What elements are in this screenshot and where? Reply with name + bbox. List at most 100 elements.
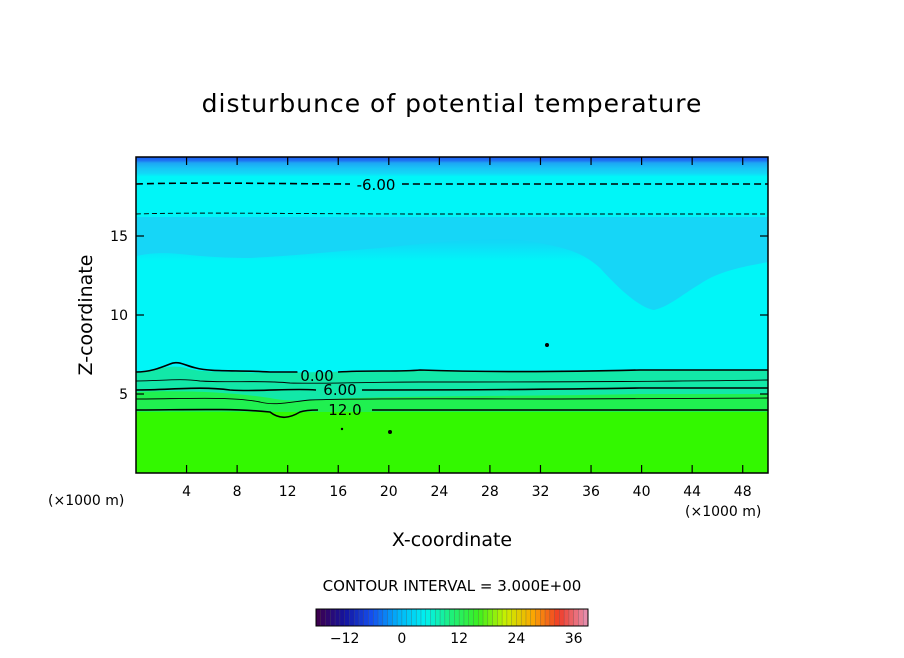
y-tick-label: 15	[110, 229, 128, 245]
colorbar-tick-label: 24	[508, 631, 526, 647]
colorbar-swatch	[459, 609, 465, 626]
contour-label-6: 6.00	[323, 381, 356, 399]
plot-area	[136, 157, 768, 473]
colorbar-swatch	[358, 609, 365, 626]
colorbar-swatch	[406, 609, 412, 626]
colorbar-tick-label: 12	[450, 631, 468, 647]
colorbar-swatch	[530, 609, 536, 626]
field-band-upper	[136, 157, 768, 217]
colorbar-swatch	[525, 609, 532, 626]
contour-label-12: 12.0	[328, 401, 361, 419]
colorbar	[316, 609, 589, 626]
colorbar-swatch	[573, 609, 579, 626]
colorbar-swatch	[483, 609, 489, 626]
colorbar-swatch	[420, 609, 427, 626]
colorbar-swatch	[401, 609, 408, 626]
x-tick-label: 28	[481, 484, 499, 500]
colorbar-swatch	[463, 609, 470, 626]
colorbar-swatch	[444, 609, 451, 626]
colorbar-tick-label: −12	[330, 631, 360, 647]
colorbar-swatch	[382, 609, 388, 626]
colorbar-swatch	[320, 609, 326, 626]
colorbar-swatch	[349, 609, 355, 626]
contour-12	[136, 408, 768, 419]
contour-9	[136, 397, 768, 405]
colorbar-swatch	[392, 609, 398, 626]
colorbar-swatch	[325, 609, 331, 626]
field-speck	[545, 343, 549, 347]
contour-label-minus6: -6.00	[357, 176, 396, 194]
contour-0	[136, 361, 768, 373]
y-tick-label: 5	[119, 387, 128, 403]
colorbar-swatch	[578, 609, 584, 626]
x-tick-label: 20	[380, 484, 398, 500]
colorbar-swatch	[516, 609, 522, 626]
x-tick-label: 40	[633, 484, 651, 500]
colorbar-swatch	[545, 609, 551, 626]
colorbar-swatch	[373, 609, 379, 626]
colorbar-swatch	[344, 609, 350, 626]
colorbar-swatch	[440, 609, 446, 626]
colorbar-swatch	[354, 609, 360, 626]
x-axis-label: X-coordinate	[392, 529, 512, 551]
colorbar-swatch	[330, 609, 336, 626]
contour-interval-note: CONTOUR INTERVAL = 3.000E+00	[323, 577, 582, 595]
colorbar-swatch	[521, 609, 527, 626]
colorbar-swatch	[425, 609, 431, 626]
colorbar-swatch	[506, 609, 513, 626]
colorbar-swatch	[583, 609, 589, 626]
colorbar-swatch	[363, 609, 369, 626]
field-band-transition-green	[136, 391, 768, 412]
colorbar-swatch	[478, 609, 484, 626]
colorbar-swatch	[316, 609, 322, 626]
x-unit-label: (×1000 m)	[685, 504, 761, 520]
colorbar-swatch	[411, 609, 417, 626]
contour-3	[136, 379, 768, 384]
y-tick-label: 10	[110, 308, 128, 324]
colorbar-swatch	[559, 609, 565, 626]
contour-minus6	[136, 182, 768, 185]
y-axis-label: Z-coordinate	[75, 255, 97, 376]
colorbar-swatch	[378, 609, 384, 626]
x-tick-label: 36	[582, 484, 600, 500]
chart-title: disturbunce of potential temperature	[202, 89, 703, 118]
field-band-lower	[136, 410, 768, 473]
colorbar-swatch	[511, 609, 517, 626]
colorbar-swatch	[473, 609, 479, 626]
contour-label-0: 0.00	[300, 367, 333, 385]
y-unit-label: (×1000 m)	[48, 493, 124, 509]
colorbar-swatch	[335, 609, 341, 626]
colorbar-frame	[315, 608, 589, 627]
colorbar-swatch	[339, 609, 346, 626]
contour-lines	[136, 182, 768, 419]
colorbar-tick-label: 0	[397, 631, 406, 647]
colorbar-swatch	[468, 609, 474, 626]
x-axis-ticks: 4 8 12 16 20 24 28 32 36 40 44 48	[182, 157, 752, 500]
x-tick-label: 4	[182, 484, 191, 500]
colorbar-swatch	[497, 609, 503, 626]
colorbar-swatch	[568, 609, 575, 626]
colorbar-swatch	[430, 609, 436, 626]
colorbar-swatch	[535, 609, 541, 626]
colorbar-swatch	[387, 609, 393, 626]
colorbar-swatch	[449, 609, 455, 626]
colorbar-swatch	[435, 609, 441, 626]
x-tick-label: 24	[430, 484, 448, 500]
colorbar-swatch	[564, 609, 570, 626]
colorbar-swatch	[454, 609, 460, 626]
y-axis-ticks: 5 10 15	[110, 229, 768, 403]
x-tick-label: 32	[532, 484, 550, 500]
x-tick-label: 44	[683, 484, 701, 500]
colorbar-swatch	[397, 609, 403, 626]
x-tick-label: 16	[329, 484, 347, 500]
x-tick-label: 8	[233, 484, 242, 500]
colorbar-swatch	[502, 609, 508, 626]
colorbar-ticks: −12 0 12 24 36	[330, 631, 583, 647]
contour-minus3	[136, 212, 768, 215]
colorbar-swatch	[368, 609, 374, 626]
colorbar-swatch	[492, 609, 498, 626]
colorbar-swatch	[487, 609, 493, 626]
colorbar-swatch	[540, 609, 546, 626]
field-speck	[340, 427, 344, 431]
colorbar-swatch	[554, 609, 560, 626]
